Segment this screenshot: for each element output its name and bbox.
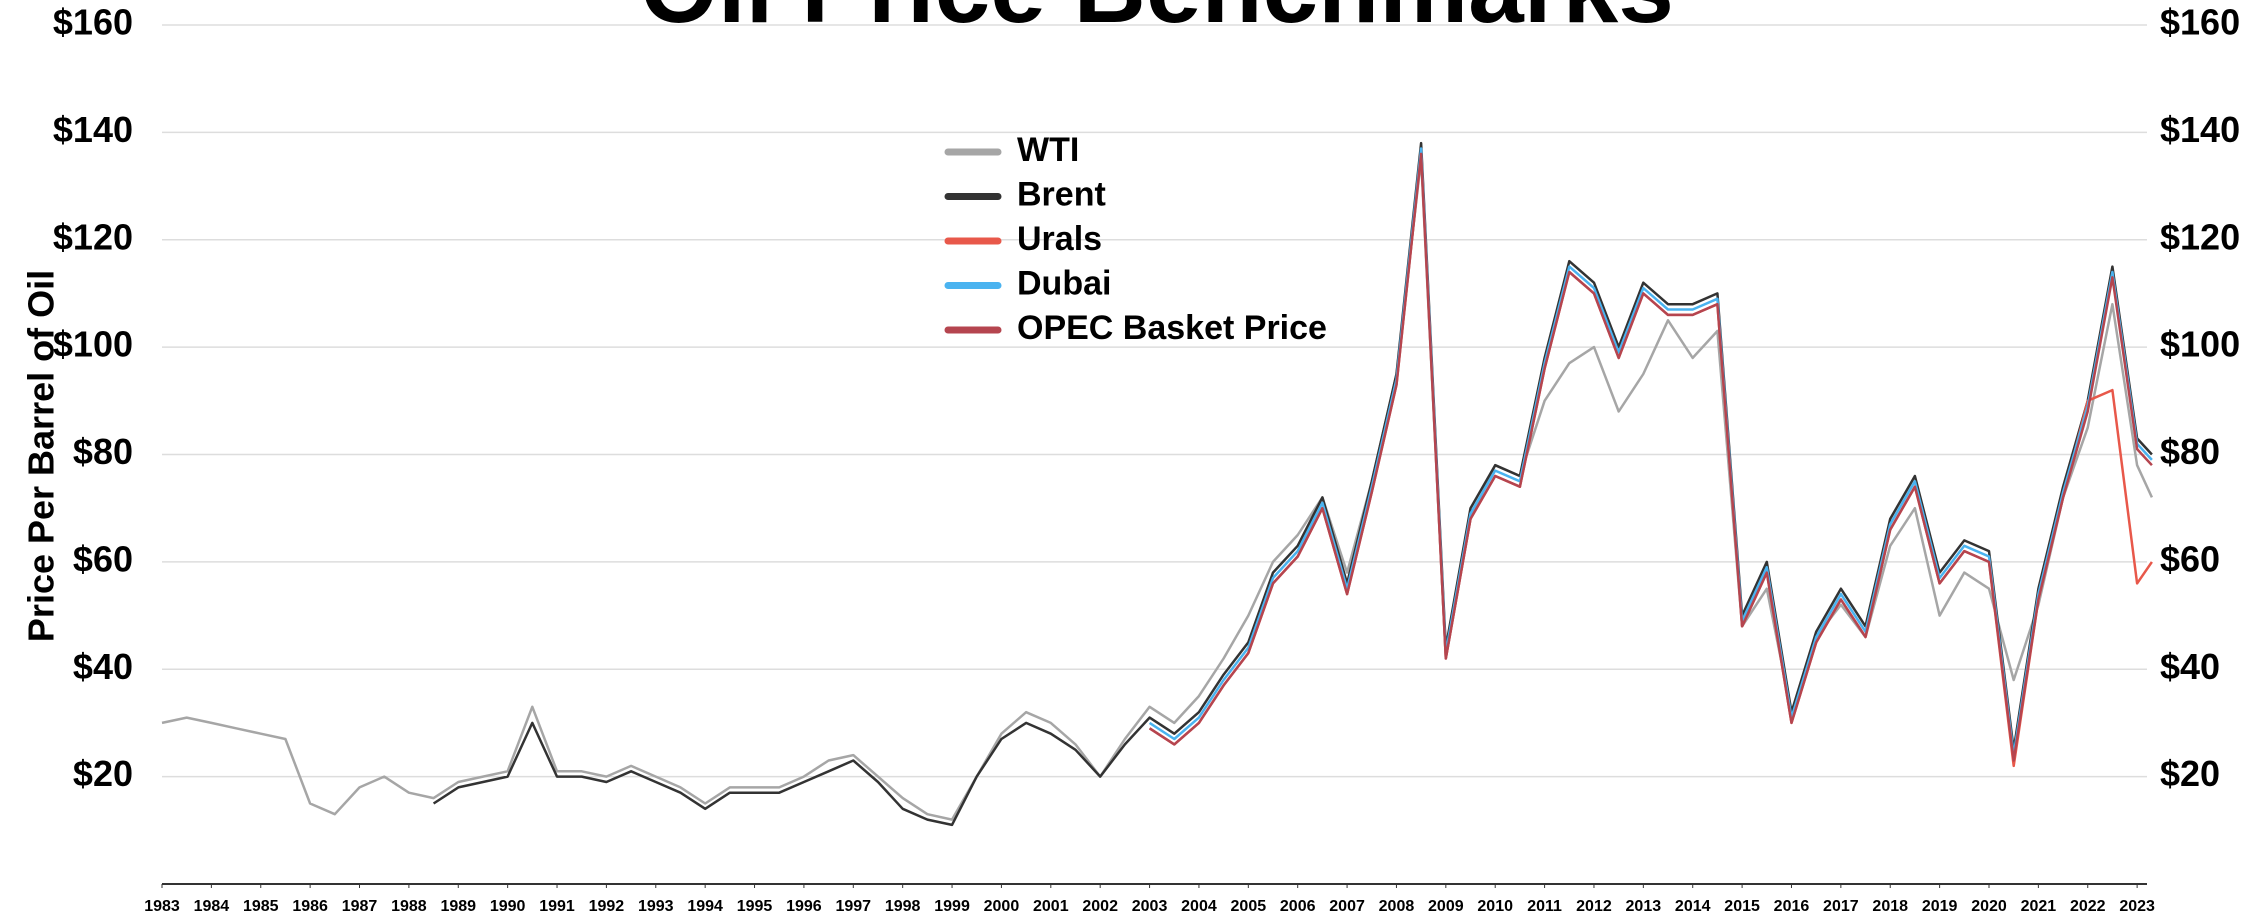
x-tick-label: 2002 xyxy=(1082,898,1118,914)
legend-label: OPEC Basket Price xyxy=(1017,309,1327,347)
y-tick-label: $100 xyxy=(53,324,133,365)
legend-label: WTI xyxy=(1017,131,1079,169)
x-tick-label: 1990 xyxy=(490,898,526,914)
x-tick-label: 1986 xyxy=(292,898,328,914)
x-tick-label: 2004 xyxy=(1181,898,1217,914)
x-tick-label: 2013 xyxy=(1626,898,1662,914)
series-line xyxy=(1148,152,2153,768)
chart-title: Oil Price Benchmarks xyxy=(640,0,1674,44)
x-tick-label: 2014 xyxy=(1675,898,1711,914)
y-tick-label: $120 xyxy=(53,216,133,257)
legend-label: Urals xyxy=(1017,220,1102,258)
x-tick-label: 1983 xyxy=(144,898,180,914)
x-tick-label: 2023 xyxy=(2119,898,2155,914)
y-tick-label: $80 xyxy=(73,431,133,472)
y2-tick-label: $120 xyxy=(2160,216,2240,257)
x-tick-label: 2018 xyxy=(1872,898,1908,914)
x-tick-label: 2019 xyxy=(1922,898,1958,914)
y-tick-label: $140 xyxy=(53,109,133,150)
y-tick-label: $20 xyxy=(73,753,133,794)
x-tick-label: 2021 xyxy=(2021,898,2057,914)
y-tick-label: $40 xyxy=(73,646,133,687)
x-tick-label: 1996 xyxy=(786,898,822,914)
x-tick-label: 1997 xyxy=(835,898,871,914)
x-tick-label: 2022 xyxy=(2070,898,2106,914)
y2-tick-label: $140 xyxy=(2160,109,2240,150)
x-tick-label: 2009 xyxy=(1428,898,1464,914)
x-tick-label: 1988 xyxy=(391,898,427,914)
y-tick-label: $60 xyxy=(73,538,133,579)
series-line xyxy=(161,157,2154,821)
y2-tick-label: $20 xyxy=(2160,753,2220,794)
series-line xyxy=(432,141,2153,827)
x-tick-label: 2008 xyxy=(1379,898,1415,914)
x-tick-label: 1987 xyxy=(342,898,378,914)
x-tick-label: 1998 xyxy=(885,898,921,914)
x-tick-label: 2000 xyxy=(984,898,1020,914)
x-tick-label: 1993 xyxy=(638,898,674,914)
x-tick-label: 1994 xyxy=(687,898,723,914)
x-tick-label: 1992 xyxy=(589,898,625,914)
x-tick-label: 1989 xyxy=(440,898,476,914)
y2-tick-label: $80 xyxy=(2160,431,2220,472)
y2-tick-label: $40 xyxy=(2160,646,2220,687)
y2-tick-label: $160 xyxy=(2160,2,2240,43)
x-tick-label: 2020 xyxy=(1971,898,2007,914)
x-tick-label: 2011 xyxy=(1527,898,1562,914)
y2-tick-label: $100 xyxy=(2160,324,2240,365)
x-tick-label: 1999 xyxy=(934,898,970,914)
x-tick-label: 2001 xyxy=(1033,898,1069,914)
x-tick-label: 2015 xyxy=(1724,898,1760,914)
legend-label: Brent xyxy=(1017,175,1106,213)
x-tick-label: 2007 xyxy=(1329,898,1365,914)
x-tick-label: 2010 xyxy=(1477,898,1513,914)
x-tick-label: 2016 xyxy=(1774,898,1810,914)
x-tick-label: 1984 xyxy=(194,898,230,914)
x-tick-label: 2005 xyxy=(1231,898,1267,914)
x-tick-label: 2006 xyxy=(1280,898,1316,914)
legend-label: Dubai xyxy=(1017,264,1111,302)
x-tick-label: 1985 xyxy=(243,898,279,914)
series-line xyxy=(1148,152,2153,762)
x-tick-label: 2017 xyxy=(1823,898,1859,914)
x-tick-label: 2012 xyxy=(1576,898,1612,914)
x-tick-label: 1991 xyxy=(539,898,575,914)
y-axis-label: Price Per Barrel of Oil xyxy=(21,270,62,642)
x-tick-label: 2003 xyxy=(1132,898,1168,914)
x-tick-label: 1995 xyxy=(737,898,773,914)
y2-tick-label: $60 xyxy=(2160,538,2220,579)
y-tick-label: $160 xyxy=(53,2,133,43)
